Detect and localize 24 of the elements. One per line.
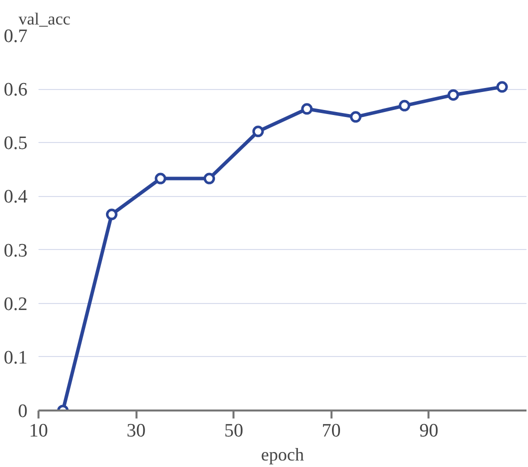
point xyxy=(448,89,460,101)
point xyxy=(252,126,264,138)
y-axis-title: val_acc xyxy=(18,10,71,28)
y-tick-label: 0.6 xyxy=(4,80,28,101)
x-tick-label: 90 xyxy=(419,420,438,442)
y-tick-label: 0.5 xyxy=(4,133,28,154)
point xyxy=(496,81,508,93)
y-tick-label: 0.7 xyxy=(4,26,28,47)
y-tick-label: 0 xyxy=(18,401,28,422)
point xyxy=(301,103,313,115)
point xyxy=(204,172,216,184)
point xyxy=(154,172,166,184)
y-tick-label: 0.4 xyxy=(4,186,28,208)
x-tick-label: 30 xyxy=(126,420,146,442)
x-tick-label: 10 xyxy=(29,420,48,442)
x-axis-title: epoch xyxy=(261,444,304,464)
x-tick-label: 70 xyxy=(322,420,341,442)
y-tick-label: 0.2 xyxy=(4,294,28,315)
y-tick-label: 0.3 xyxy=(4,240,28,262)
x-tick-label: 50 xyxy=(224,420,244,442)
y-tick-label: 0.1 xyxy=(4,347,28,368)
point xyxy=(106,208,118,220)
point xyxy=(398,100,410,112)
point xyxy=(350,111,362,123)
